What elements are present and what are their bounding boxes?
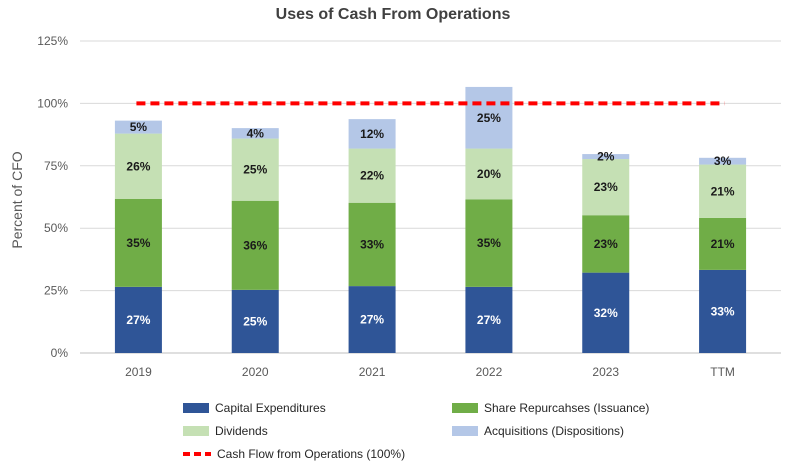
data-label: 12% [360, 127, 384, 141]
y-axis-label: Percent of CFO [9, 151, 25, 248]
legend-label: Cash Flow from Operations (100%) [217, 447, 405, 461]
bar-segment-dividends [465, 148, 513, 200]
bar-segment-acquisitions-dispositions [582, 154, 630, 160]
data-label: 23% [594, 180, 618, 194]
bar-segment-dividends [582, 159, 630, 216]
data-label: 35% [477, 236, 501, 250]
data-label: 33% [711, 304, 735, 318]
x-tick-label: 2022 [476, 365, 503, 379]
bar-segment-capital-expenditures [114, 286, 162, 353]
data-label: 23% [594, 237, 618, 251]
data-label: 2% [597, 150, 615, 164]
y-tick-label: 50% [44, 221, 68, 235]
chart-title: Uses of Cash From Operations [276, 6, 511, 23]
bar-segment-acquisitions-dispositions [465, 86, 513, 149]
data-label: 26% [126, 159, 150, 173]
bar-segment-dividends [231, 138, 279, 201]
data-label: 5% [130, 120, 148, 134]
bar-segment-capital-expenditures [582, 272, 630, 353]
bar-segment-dividends [348, 148, 396, 203]
x-tick-label: 2020 [242, 365, 269, 379]
data-label: 21% [711, 184, 735, 198]
data-label: 32% [594, 306, 618, 320]
y-tick-label: 0% [51, 346, 69, 360]
bar-segment-acquisitions-dispositions [699, 157, 747, 165]
bar-segment-capital-expenditures [699, 269, 747, 353]
data-label: 25% [243, 314, 267, 328]
bar-segment-capital-expenditures [465, 286, 513, 353]
y-tick-label: 100% [37, 96, 68, 110]
legend-label: Share Repurcahses (Issuance) [484, 401, 649, 415]
data-label: 27% [477, 313, 501, 327]
data-label: 22% [360, 169, 384, 183]
x-tick-label: 2019 [125, 365, 152, 379]
legend-swatch [183, 403, 209, 413]
x-tick-label: 2023 [592, 365, 619, 379]
y-tick-label: 25% [44, 284, 68, 298]
data-label: 36% [243, 238, 267, 252]
legend-swatch [452, 403, 478, 413]
data-label: 35% [126, 236, 150, 250]
bar-segment-dividends [114, 133, 162, 199]
legend-label: Capital Expenditures [215, 401, 326, 415]
data-label: 3% [714, 154, 732, 168]
bar-segment-share-repurcahses-issuance [231, 200, 279, 290]
data-label: 33% [360, 237, 384, 251]
legend-label: Acquisitions (Dispositions) [484, 424, 624, 438]
data-label: 21% [711, 237, 735, 251]
bar-segment-acquisitions-dispositions [231, 128, 279, 139]
data-label: 27% [360, 313, 384, 327]
bar-segment-share-repurcahses-issuance [348, 202, 396, 287]
bar-segment-capital-expenditures [348, 286, 396, 353]
legend-swatch [452, 426, 478, 436]
legend-swatch [183, 426, 209, 436]
x-tick-label: 2021 [359, 365, 386, 379]
bar-segment-share-repurcahses-issuance [114, 198, 162, 287]
bar-segment-acquisitions-dispositions [348, 119, 396, 149]
y-tick-label: 125% [37, 34, 68, 48]
bar-segment-dividends [699, 164, 747, 218]
legend-label: Dividends [215, 424, 268, 438]
bar-segment-share-repurcahses-issuance [582, 215, 630, 273]
data-label: 25% [477, 111, 501, 125]
data-label: 25% [243, 163, 267, 177]
bar-segment-share-repurcahses-issuance [699, 217, 747, 270]
bar-segment-acquisitions-dispositions [114, 120, 162, 134]
bar-segment-share-repurcahses-issuance [465, 199, 513, 287]
x-tick-label: TTM [710, 365, 735, 379]
y-tick-label: 75% [44, 159, 68, 173]
data-label: 4% [247, 126, 265, 140]
data-label: 20% [477, 167, 501, 181]
data-label: 27% [126, 313, 150, 327]
bar-segment-capital-expenditures [231, 289, 279, 353]
